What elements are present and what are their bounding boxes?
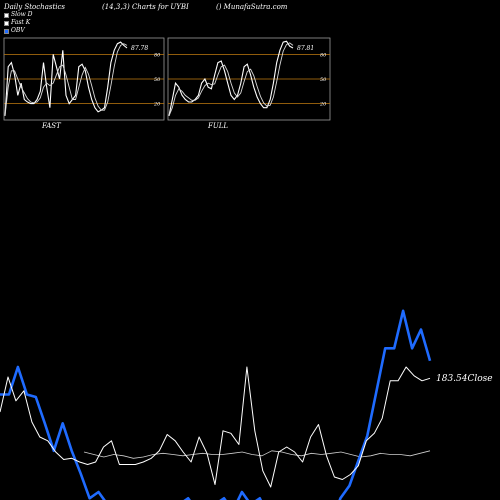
site-name: () MunafaSutra.com (216, 3, 288, 11)
y-tick-label: 50 (154, 77, 161, 83)
legend-swatch (4, 28, 9, 34)
indicator-line (83, 450, 431, 459)
legend-item-fast-k: Fast K (4, 19, 33, 27)
legend-swatch (4, 12, 9, 18)
legend: Slow D Fast K OBV (4, 11, 33, 35)
chart-params: (14,3,3) Charts for UYBI (102, 3, 189, 11)
legend-label: OBV (11, 27, 25, 34)
y-tick-label: 50 (320, 77, 327, 83)
obv-line (0, 309, 432, 500)
price-value: 183.54 (436, 374, 468, 384)
chart-title: Daily Stochastics (4, 3, 66, 11)
y-tick-label: 80 (154, 52, 161, 58)
panel-title: FAST (41, 122, 62, 130)
price-suffix: Close (468, 374, 493, 384)
series-line (4, 41, 128, 116)
legend-swatch (4, 20, 9, 26)
fast-stochastic-panel: 20 50 80 87.78 FAST (3, 37, 165, 130)
series-line (168, 42, 294, 117)
panel-title: FULL (207, 122, 228, 130)
series-line (168, 40, 294, 117)
legend-item-slow-d: Slow D (4, 11, 33, 19)
y-tick-label: 20 (319, 102, 327, 108)
y-tick-label: 20 (153, 102, 161, 108)
last-value-label: 87.81 (297, 45, 314, 52)
legend-label: Slow D (11, 11, 33, 18)
price-label: 183.54Close (436, 374, 493, 384)
last-value-label: 87.78 (131, 45, 148, 52)
price-obv-panel: 183.54Close (0, 309, 493, 500)
close-line (0, 366, 431, 488)
series-line (4, 43, 128, 116)
y-tick-label: 80 (320, 52, 327, 58)
legend-item-obv: OBV (4, 27, 33, 35)
full-stochastic-panel: 20 50 80 87.81 FULL (167, 37, 331, 130)
legend-label: Fast K (11, 19, 31, 26)
